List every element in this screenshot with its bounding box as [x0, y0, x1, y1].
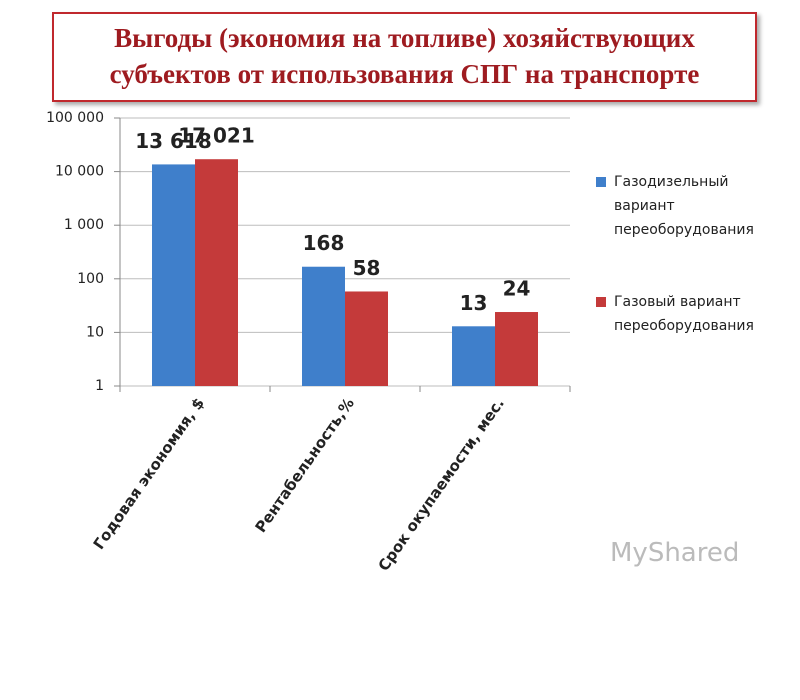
y-tick-label: 100 000: [46, 110, 104, 126]
x-tick-label: Годовая экономия, $: [90, 395, 208, 553]
data-label: 58: [353, 256, 381, 280]
legend-item: Газодизельный вариант переоборудования: [596, 170, 786, 242]
x-tick-label: Рентабельность,%: [251, 395, 357, 536]
bar: [302, 266, 345, 386]
bar: [495, 312, 538, 386]
bar: [195, 159, 238, 386]
data-label: 13: [460, 291, 488, 315]
data-label: 168: [303, 231, 345, 255]
y-tick-label: 100: [77, 271, 104, 287]
y-tick-label: 1: [95, 378, 104, 394]
y-tick-label: 10: [86, 324, 104, 340]
y-tick-label: 1 000: [64, 217, 104, 233]
bar: [152, 164, 195, 386]
data-label: 13 618: [135, 129, 212, 153]
legend-label: Газодизельный вариант переоборудования: [614, 174, 754, 238]
watermark: MyShared: [610, 538, 740, 568]
legend-swatch: [596, 177, 606, 187]
chart: 1 10 100 1 000 10 000 100 000 Годовая экономия…: [46, 110, 571, 575]
legend-swatch: [596, 297, 606, 307]
x-tick-label: Срок окупаемости, мес.: [374, 395, 507, 575]
y-tick-label: 10 000: [55, 164, 104, 180]
data-label: 17 021: [178, 124, 255, 148]
bar: [345, 291, 388, 386]
page: Выгоды (экономия на топливе) хозяйствующ…: [46, 12, 786, 575]
data-label: 24: [503, 277, 531, 301]
chart-title: Выгоды (экономия на топливе) хозяйствующ…: [52, 12, 757, 102]
bar: [452, 326, 495, 386]
legend-label: Газовый вариант переоборудования: [614, 294, 754, 334]
legend-item: Газовый вариант переоборудования: [596, 290, 786, 338]
